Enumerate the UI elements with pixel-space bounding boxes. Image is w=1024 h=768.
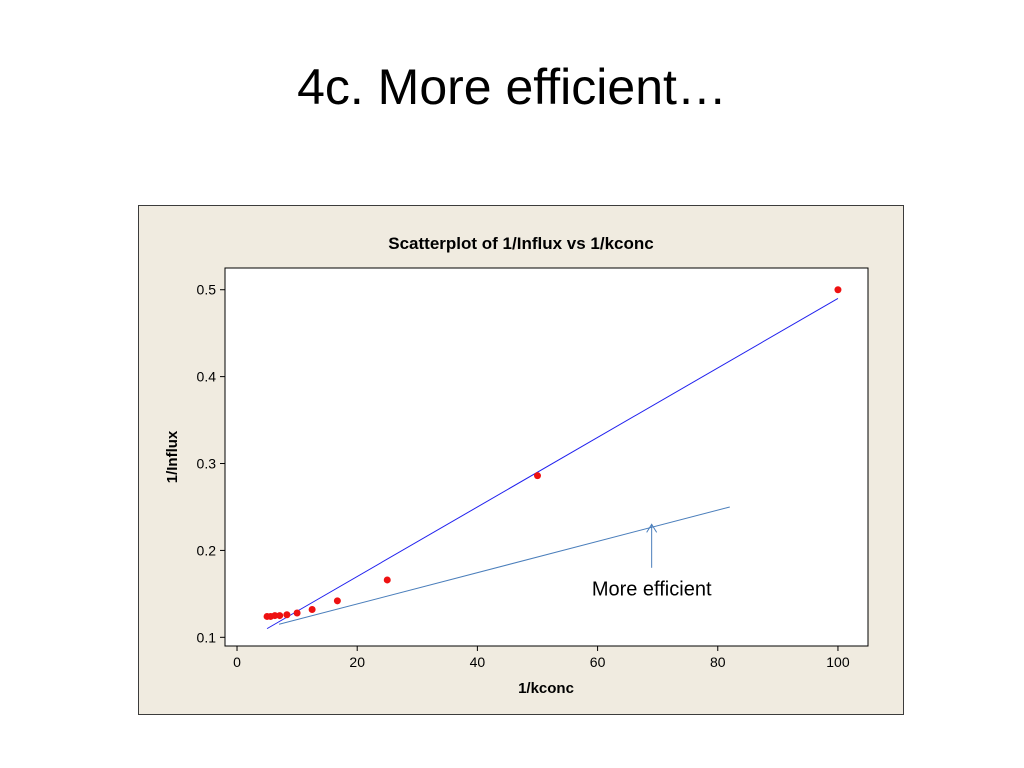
- data-point: [308, 606, 316, 614]
- data-point: [834, 286, 842, 294]
- y-tick-label: 0.5: [197, 282, 217, 298]
- y-axis: 0.1 0.2 0.3 0.4 0.5: [197, 282, 225, 645]
- chart-title: Scatterplot of 1/Influx vs 1/kconc: [388, 234, 653, 253]
- scatter-chart: Scatterplot of 1/Influx vs 1/kconc 0.10.…: [164, 234, 869, 697]
- y-tick-label: 0.3: [197, 456, 217, 472]
- annotation-arrow-head: [646, 523, 658, 533]
- x-tick-label: 20: [349, 654, 365, 670]
- data-point: [383, 576, 391, 584]
- annotation-text: More efficient: [592, 579, 712, 601]
- data-point: [333, 597, 341, 605]
- y-tick-label: 0.2: [197, 542, 217, 558]
- y-axis-label: 1/Influx: [164, 430, 181, 483]
- x-tick-label: 40: [470, 654, 486, 670]
- data-point: [271, 612, 279, 620]
- data-point: [293, 609, 301, 617]
- x-tick-label: 80: [710, 654, 726, 670]
- x-axis-label: 1/kconc: [518, 680, 574, 697]
- plot-area: [224, 267, 869, 647]
- x-axis: 0 20 40 60 80 100: [233, 646, 850, 670]
- data-point: [276, 612, 284, 620]
- x-tick-label: 100: [826, 654, 850, 670]
- x-tick-label: 0: [233, 654, 241, 670]
- data-point: [533, 472, 541, 480]
- slide-title: 4c. More efficient…: [297, 59, 727, 115]
- chart-figure: Scatterplot of 1/Influx vs 1/kconc 0.1 0.…: [138, 205, 904, 715]
- regression-line: [266, 297, 839, 630]
- more-efficient-line: [278, 506, 730, 625]
- y-tick-label: 0.4: [197, 369, 217, 385]
- series-layer: [263, 286, 842, 630]
- data-point: [283, 611, 291, 619]
- x-tick-label: 60: [590, 654, 606, 670]
- y-tick-label: 0.1: [197, 629, 217, 645]
